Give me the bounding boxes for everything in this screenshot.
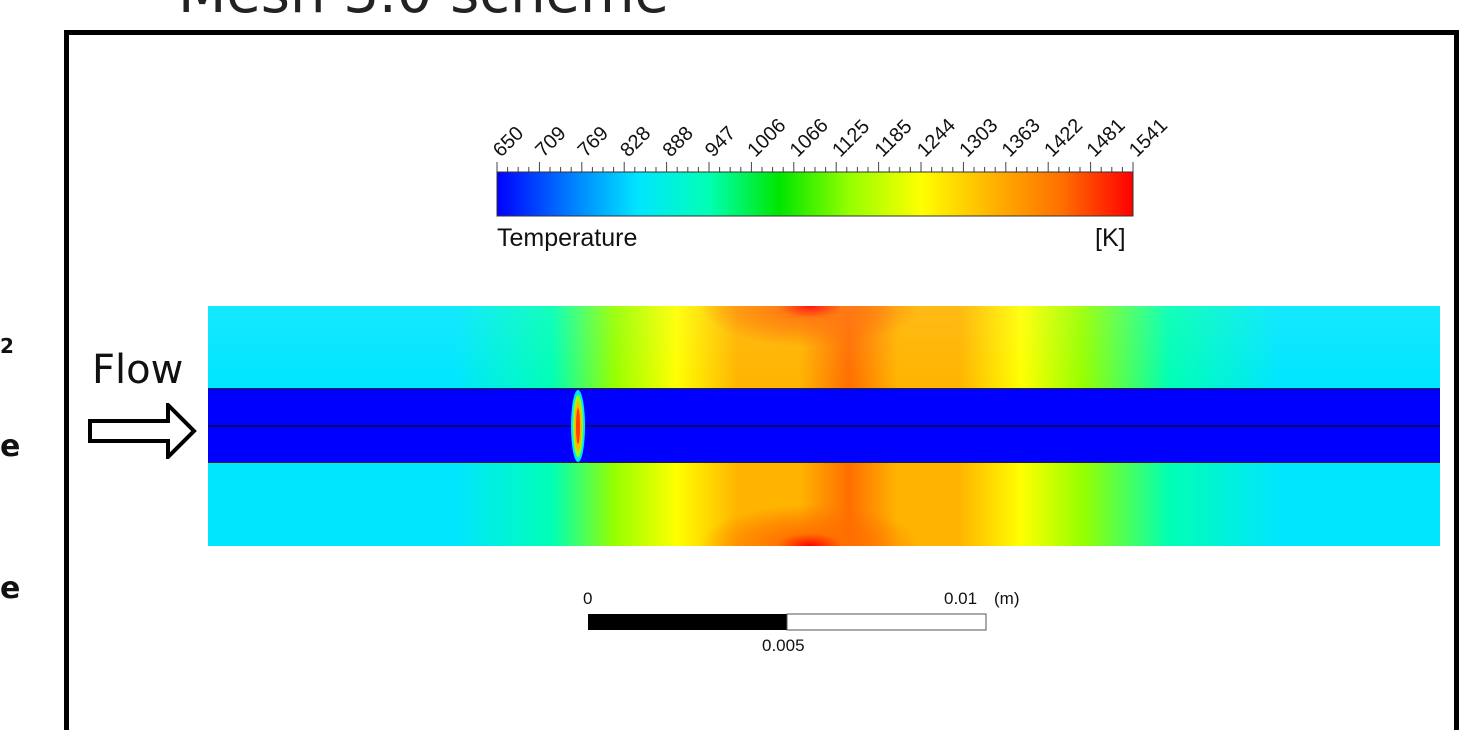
colorbar-tick-labels: 650 709 769 828 888 947 1006106611251185124413… (489, 115, 1172, 162)
colorbar (496, 171, 1134, 217)
slide-title: Mesh 3.0 scheme (178, 0, 669, 22)
colorbar-tick-label: 1066 (786, 115, 833, 162)
colorbar-tick-label: 1125 (828, 116, 874, 162)
colorbar-tick-label: 1481 (1083, 115, 1130, 162)
scale-bar (588, 613, 987, 631)
hotspot-bottom (700, 463, 920, 546)
colorbar-ticks (496, 162, 1134, 173)
contour-domain (208, 306, 1440, 546)
colorbar-tick-label: 947 (701, 122, 740, 161)
scale-end-label: 0.01 (944, 589, 978, 608)
left-text-fragment-2: e (0, 429, 21, 464)
colorbar-tick-label: 1006 (743, 115, 790, 162)
flow-label: Flow (92, 347, 184, 393)
left-text-fragment-1: 2 (0, 334, 14, 358)
scale-unit-label: (m) (994, 589, 1020, 608)
left-text-fragment-3: e (0, 571, 21, 606)
scale-bar-black-segment (588, 614, 787, 630)
solid-shading (208, 306, 1440, 388)
scale-start-label: 0 (583, 589, 593, 608)
colorbar-unit-label: [K] (1095, 224, 1126, 252)
colorbar-tick-label: 828 (616, 122, 655, 161)
reaction-front (571, 390, 585, 462)
colorbar-tick-label: 888 (659, 122, 698, 161)
colorbar-tick-label: 709 (531, 122, 570, 161)
colorbar-tick-label: 1541 (1125, 115, 1172, 162)
colorbar-tick-label: 1244 (913, 115, 960, 162)
scale-bar-white-segment (786, 613, 987, 631)
colorbar-tick-label: 769 (574, 122, 613, 161)
colorbar-tick-label: 1363 (998, 115, 1045, 162)
scale-mid-label: 0.005 (762, 636, 805, 655)
colorbar-quantity-label: Temperature (497, 224, 638, 252)
colorbar-tick-label: 1185 (871, 116, 917, 162)
temperature-figure: 650 709 769 828 888 947 1006106611251185124413… (208, 115, 1440, 631)
colorbar-tick-label: 1422 (1040, 115, 1087, 162)
colorbar-tick-label: 1303 (955, 115, 1002, 162)
right-arrow-icon (88, 403, 197, 459)
colorbar-tick-label: 650 (489, 122, 528, 161)
